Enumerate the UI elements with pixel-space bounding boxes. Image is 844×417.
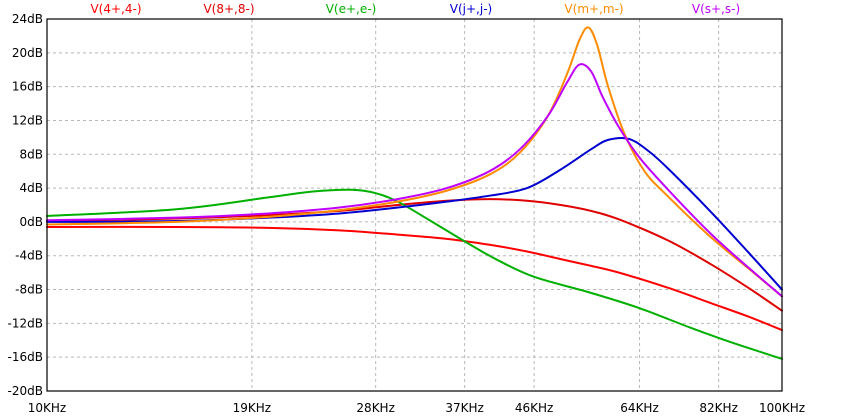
x-tick-label: 10KHz <box>28 401 66 415</box>
y-tick-label: 24dB <box>12 12 43 26</box>
x-tick-label: 19KHz <box>233 401 271 415</box>
y-tick-label: 0dB <box>20 215 43 229</box>
y-tick-label: -4dB <box>15 249 43 263</box>
y-tick-label: 12dB <box>12 113 43 127</box>
x-tick-label: 46KHz <box>515 401 553 415</box>
legend-entry: V(8+,8-) <box>203 2 254 16</box>
y-tick-label: -12dB <box>8 316 43 330</box>
legend-entry: V(s+,s-) <box>692 2 740 16</box>
legend: V(4+,4-) V(8+,8-) V(e+,e-) V(j+,j-) V(m+,m-)… <box>90 2 740 16</box>
x-tick-label: 64KHz <box>620 401 658 415</box>
x-tick-labels: 10KHz 19KHz 28KHz 37KHz 46KHz 64KHz 82KHz 100KH… <box>28 401 805 415</box>
series-line-5 <box>46 63 783 298</box>
y-tick-label: -20dB <box>8 384 43 398</box>
y-tick-label: 16dB <box>12 80 43 94</box>
y-tick-label: 20dB <box>12 46 43 60</box>
legend-entry: V(e+,e-) <box>326 2 377 16</box>
series-line-0 <box>46 225 783 332</box>
x-tick-label: 28KHz <box>356 401 394 415</box>
x-tick-label: 100KHz <box>759 401 805 415</box>
series-line-3 <box>46 137 783 291</box>
y-tick-label: -16dB <box>8 350 43 364</box>
series-group <box>46 26 783 360</box>
x-tick-label: 82KHz <box>699 401 737 415</box>
legend-entry: V(j+,j-) <box>450 2 492 16</box>
y-tick-label: 8dB <box>20 147 43 161</box>
legend-entry: V(m+,m-) <box>564 2 623 16</box>
y-tick-label: 4dB <box>20 181 43 195</box>
x-tick-label: 37KHz <box>445 401 483 415</box>
series-line-2 <box>46 188 783 360</box>
series-line-4 <box>46 26 783 298</box>
y-tick-labels: 24dB 20dB 16dB 12dB 8dB 4dB 0dB -4dB -8dB -12dB -1… <box>8 12 43 398</box>
legend-entry: V(4+,4-) <box>90 2 141 16</box>
series-line-1 <box>46 198 783 312</box>
y-tick-label: -8dB <box>15 283 43 297</box>
plot-frame <box>46 18 783 392</box>
